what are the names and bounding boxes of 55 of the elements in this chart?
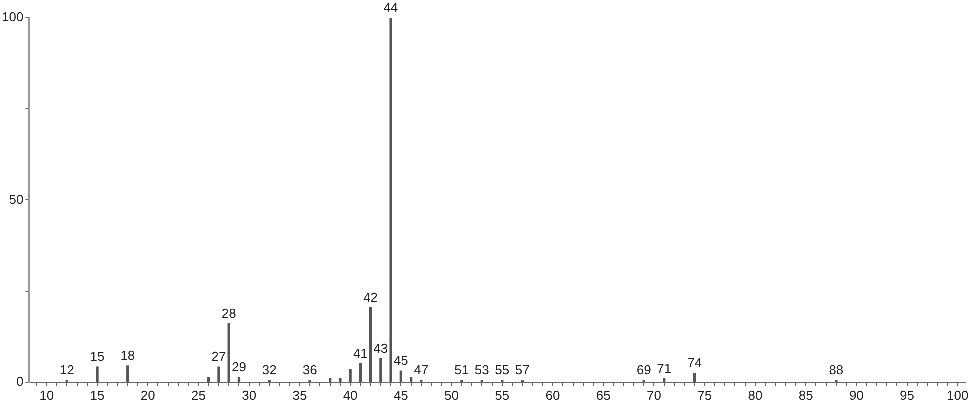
x-tick-label: 40 xyxy=(343,388,358,403)
annotation: 43 xyxy=(374,340,388,356)
y-tick-label: 0 xyxy=(16,374,24,389)
bar xyxy=(218,366,220,382)
annotation: 15 xyxy=(90,349,105,364)
x-tick-label: 90 xyxy=(849,388,864,403)
annotation: 71 xyxy=(657,360,672,376)
bar xyxy=(126,366,130,382)
x-tick-label: 70 xyxy=(647,388,662,403)
bar xyxy=(359,363,362,382)
bar xyxy=(400,370,403,382)
x-tick-label: 35 xyxy=(292,388,308,403)
x-tick-label: 10 xyxy=(40,388,54,403)
x-tick-label: 25 xyxy=(191,388,206,403)
annotation: 32 xyxy=(262,362,277,378)
annotation: 12 xyxy=(60,362,74,378)
x-tick-label: 60 xyxy=(546,388,560,403)
annotation: 53 xyxy=(474,362,490,378)
y-tick-label: 100 xyxy=(2,10,24,25)
annotation: 45 xyxy=(394,353,408,368)
x-tick-label: 20 xyxy=(140,388,156,403)
bar xyxy=(339,378,342,382)
x-tick-label: 45 xyxy=(394,388,408,403)
annotation: 55 xyxy=(495,362,510,378)
annotation: 42 xyxy=(364,290,378,305)
annotation: 18 xyxy=(120,348,136,364)
annotation: 36 xyxy=(302,362,318,378)
x-tick-label: 30 xyxy=(242,388,257,403)
x-tick-label: 100 xyxy=(947,388,969,403)
x-tick-label: 50 xyxy=(444,388,460,403)
annotation: 74 xyxy=(687,356,702,371)
bar xyxy=(349,369,352,382)
bar xyxy=(390,18,392,382)
x-tick-label: 80 xyxy=(748,388,763,403)
x-tick-label: 15 xyxy=(90,388,105,403)
x-tick-label: 65 xyxy=(596,388,611,403)
annotation: 44 xyxy=(384,0,398,16)
x-tick-label: 55 xyxy=(495,388,510,403)
annotation: 28 xyxy=(222,306,236,321)
annotation: 51 xyxy=(454,362,470,378)
annotation: 27 xyxy=(212,349,226,364)
annotation: 69 xyxy=(636,362,652,378)
annotation: 41 xyxy=(353,346,368,361)
bar xyxy=(369,307,372,382)
annotation: 88 xyxy=(829,362,844,378)
annotation: 29 xyxy=(232,359,246,374)
bar xyxy=(380,358,382,382)
x-tick-label: 95 xyxy=(900,388,915,403)
bar xyxy=(228,323,230,382)
bar xyxy=(96,366,99,382)
annotation: 47 xyxy=(414,362,429,378)
annotation: 57 xyxy=(515,362,530,378)
x-tick-label: 75 xyxy=(698,388,712,403)
x-tick-label: 85 xyxy=(798,388,814,403)
y-tick-label: 50 xyxy=(9,192,24,207)
